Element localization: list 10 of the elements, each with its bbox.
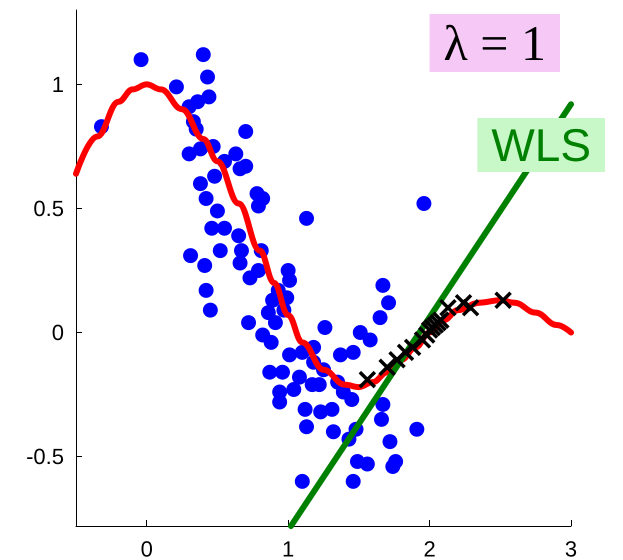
x-tick-label: 3 <box>564 536 578 560</box>
y-tick-label: -0.5 <box>26 444 64 470</box>
annotation: λ = 1 <box>444 15 546 71</box>
y-tick-label: 0 <box>52 320 64 345</box>
x-tick-label: 2 <box>423 536 436 560</box>
y-tick-label: 1 <box>52 72 64 97</box>
y-tick-label: 0.5 <box>33 196 64 221</box>
annotation: WLS <box>491 119 592 171</box>
x-tick-label: 0 <box>140 536 153 560</box>
x-tick-label: 1 <box>282 536 294 560</box>
